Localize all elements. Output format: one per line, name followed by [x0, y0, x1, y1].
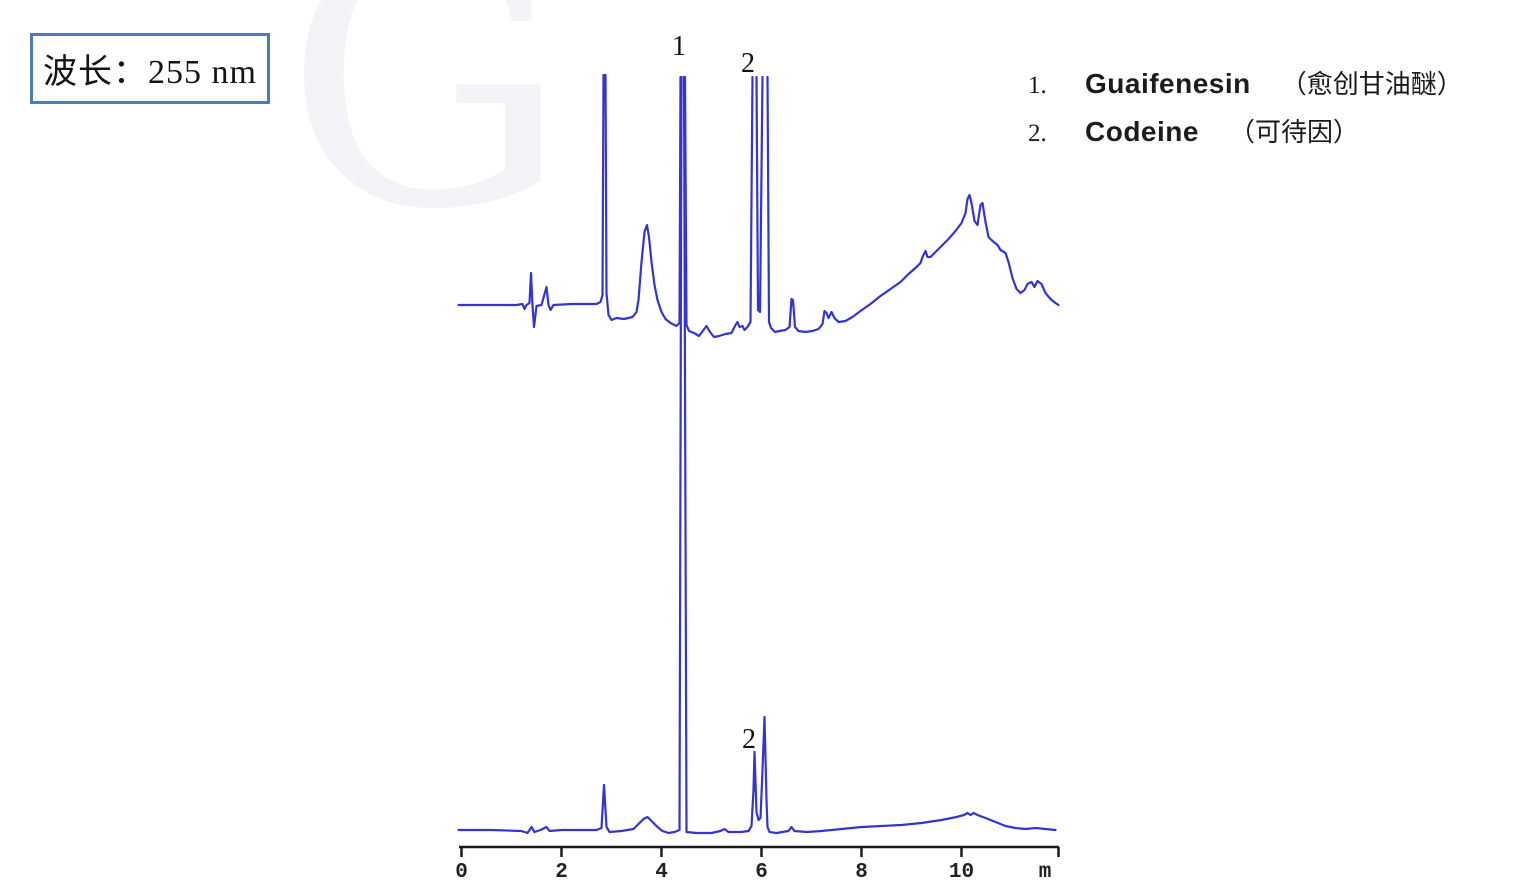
legend-compound-cjk: （愈创甘油醚） — [1280, 70, 1463, 99]
legend-compound-name: Codeine — [1085, 116, 1199, 147]
legend-item-guaifenesin: 1. Guaifenesin （愈创甘油醚） — [1028, 64, 1463, 112]
x-axis-unit-label: m — [1039, 861, 1052, 884]
peak-label-1: 1 — [672, 31, 686, 62]
x-tick-label: 6 — [755, 861, 768, 884]
wavelength-label: 波长：255 nm — [43, 54, 257, 91]
peak-label-2: 2 — [742, 724, 756, 755]
legend-number: 1. — [1028, 72, 1047, 99]
x-tick-label: 10 — [949, 861, 974, 884]
legend-compound-cjk: （可待因） — [1228, 118, 1359, 147]
x-tick-label: 4 — [655, 861, 668, 884]
x-tick-label: 0 — [455, 861, 468, 884]
peak-legend: 1. Guaifenesin （愈创甘油醚） 2. Codeine （可待因） — [1028, 64, 1463, 160]
legend-item-codeine: 2. Codeine （可待因） — [1028, 112, 1463, 160]
x-tick-label: 8 — [855, 861, 868, 884]
legend-number: 2. — [1028, 120, 1047, 147]
legend-compound-name: Guaifenesin — [1085, 68, 1251, 99]
wavelength-box: 波长：255 nm — [30, 33, 270, 104]
x-tick-label: 2 — [555, 861, 568, 884]
peak-label-2: 2 — [741, 48, 755, 79]
trace-lower-trace — [457, 75, 1057, 835]
background-watermark: G — [284, 0, 569, 287]
trace-upper-trace — [457, 73, 1060, 339]
